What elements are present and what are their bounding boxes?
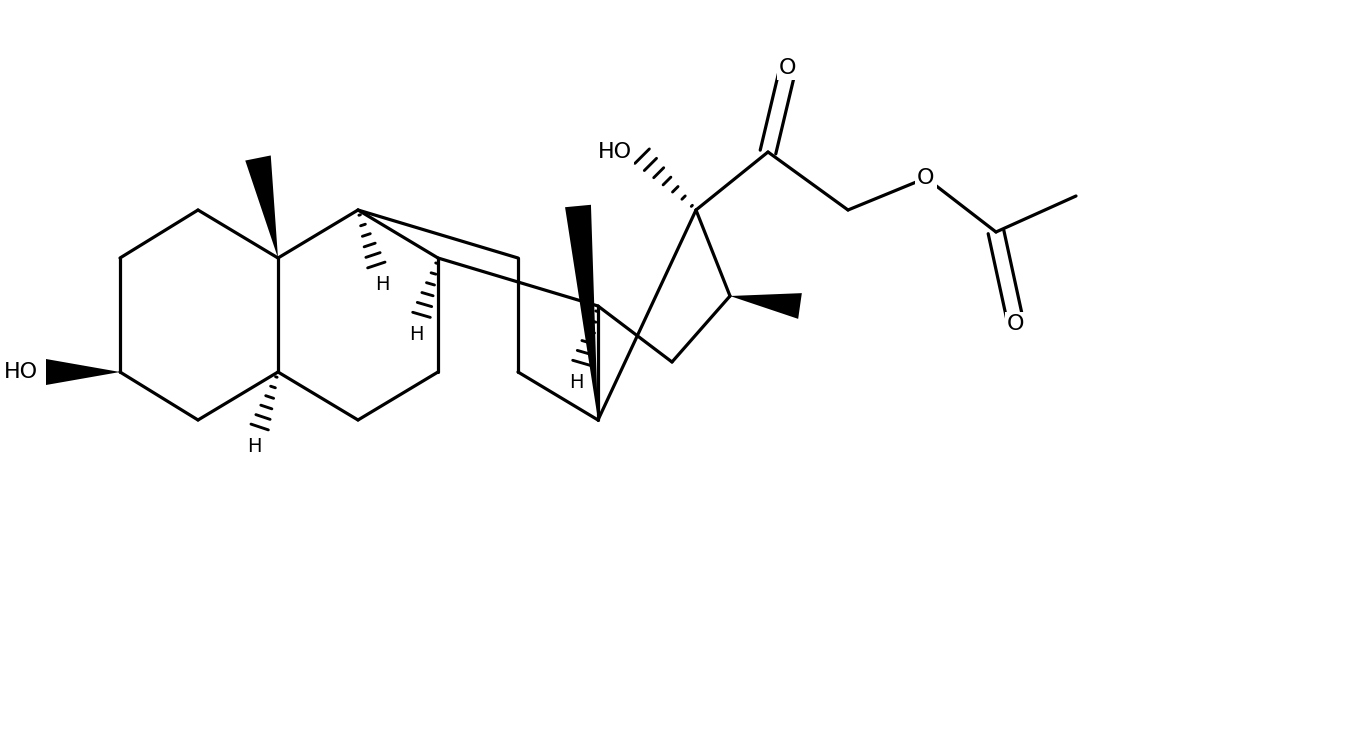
Text: O: O xyxy=(1007,314,1025,334)
Text: HO: HO xyxy=(4,362,38,382)
Polygon shape xyxy=(46,359,120,385)
Text: O: O xyxy=(917,168,934,188)
Text: O: O xyxy=(779,58,796,78)
Text: H: H xyxy=(375,275,389,294)
Text: H: H xyxy=(247,437,262,456)
Text: H: H xyxy=(409,324,424,344)
Text: H: H xyxy=(568,372,583,391)
Polygon shape xyxy=(730,293,802,319)
Polygon shape xyxy=(566,205,598,420)
Text: HO: HO xyxy=(598,142,632,162)
Polygon shape xyxy=(246,156,278,258)
